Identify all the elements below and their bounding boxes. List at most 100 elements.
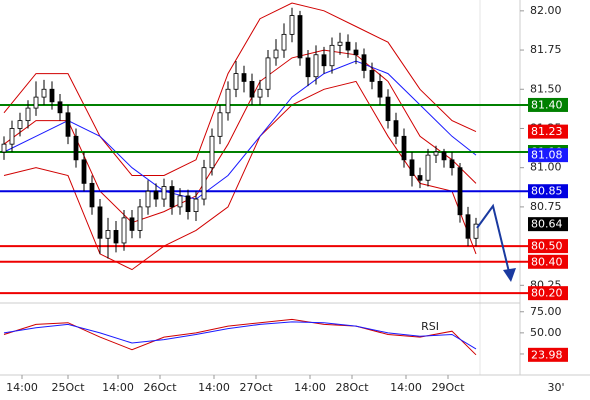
candle-body (201, 167, 207, 200)
rsi-line (3, 318, 477, 356)
candle-body (177, 195, 183, 208)
candle-body (385, 96, 391, 122)
y-tick-label: 82.00 (530, 4, 562, 17)
candle-body (225, 88, 231, 114)
rsi-line (3, 321, 477, 350)
overlay-line (3, 60, 477, 200)
x-tick-label: 29Oct (431, 381, 465, 394)
candle-body (97, 206, 103, 239)
candle-body (89, 182, 95, 208)
candle-body (329, 44, 335, 67)
candle-body (273, 49, 279, 59)
x-tick-label: 14:00 (6, 381, 38, 394)
value-flag-label: 81.08 (531, 149, 563, 162)
value-flag (528, 286, 568, 301)
candle-body (361, 54, 367, 71)
y-tick-label: 81.00 (530, 161, 562, 174)
value-flag-label: 80.40 (531, 255, 563, 268)
x-tick-label: 14:00 (198, 381, 230, 394)
candle-body (289, 15, 295, 35)
candle-body (81, 159, 87, 184)
value-flag (528, 239, 568, 254)
x-tick-label: 26Oct (143, 381, 177, 394)
candle-body (169, 186, 175, 208)
forecast-arrow (476, 203, 510, 273)
value-flag-label: 80.85 (531, 185, 563, 198)
candle-body (185, 195, 191, 212)
value-flag-label: 23.98 (531, 348, 563, 361)
candle-body (465, 214, 471, 239)
candle-body (105, 230, 111, 239)
candle-body (73, 135, 79, 161)
value-flag-label: 80.64 (531, 218, 563, 231)
candle-body (241, 73, 247, 82)
candle-body (121, 217, 127, 244)
candle-body (345, 41, 351, 51)
candle-body (377, 81, 383, 98)
x-tick-label: 14:00 (390, 381, 422, 394)
y-tick-label: 81.50 (530, 82, 562, 95)
interval-label: 30' (547, 381, 564, 394)
candle-body (65, 112, 71, 137)
candle-body (441, 151, 447, 161)
value-flag-label: 80.20 (531, 287, 563, 300)
candle-body (417, 175, 423, 181)
value-flag-label: 80.50 (531, 240, 563, 253)
x-tick-label: 14:00 (102, 381, 134, 394)
plot-layer: 82.0081.7581.5081.2581.0080.7580.5080.25… (0, 2, 568, 394)
candle-body (153, 190, 159, 200)
candle-body (425, 154, 431, 181)
value-flag-label: 81.23 (531, 125, 563, 138)
x-tick-label: 28Oct (335, 381, 369, 394)
value-flag (528, 97, 568, 112)
candle-body (401, 135, 407, 161)
candle-body (257, 88, 263, 98)
candle-body (137, 206, 143, 231)
candle-body (305, 57, 311, 78)
candle-body (457, 167, 463, 216)
candle-body (113, 230, 119, 244)
candle-body (393, 120, 399, 137)
candle-body (433, 151, 439, 156)
candle-body (369, 70, 375, 82)
candle-body (297, 15, 303, 59)
candle-body (209, 135, 215, 169)
candle-body (249, 81, 255, 98)
value-flag (528, 124, 568, 139)
forecast-arrow-head (503, 268, 516, 282)
candle-body (145, 190, 151, 208)
value-flag (528, 347, 568, 362)
candle-body (337, 41, 343, 46)
candle-body (321, 54, 327, 67)
candle-body (409, 159, 415, 176)
value-flag-label: 81.40 (531, 98, 563, 111)
candle-body (281, 33, 287, 51)
x-tick-label: 25Oct (51, 381, 85, 394)
candle-body (449, 159, 455, 169)
candle-body (313, 54, 319, 78)
candle-body (1, 143, 7, 153)
candle-body (57, 101, 63, 114)
candle-body (9, 128, 15, 145)
candle-body (129, 217, 135, 231)
y-tick-label: 81.75 (530, 43, 562, 56)
candle-body (25, 107, 31, 122)
candle-body (353, 49, 359, 56)
x-tick-label: 27Oct (239, 381, 273, 394)
candle-body (17, 120, 23, 129)
candle-body (161, 186, 167, 200)
y-tick-label: 80.75 (530, 200, 562, 213)
rsi-tick-label: 50.00 (530, 326, 562, 339)
candle-body (41, 88, 47, 98)
candle-body (233, 73, 239, 90)
value-flag (528, 148, 568, 163)
candle-body (473, 223, 479, 239)
rsi-tick-label: 75.00 (530, 305, 562, 318)
rsi-title: RSI (421, 320, 439, 333)
candle-body (265, 57, 271, 90)
value-flag (528, 217, 568, 232)
value-flag (528, 254, 568, 269)
candle-body (33, 96, 39, 109)
